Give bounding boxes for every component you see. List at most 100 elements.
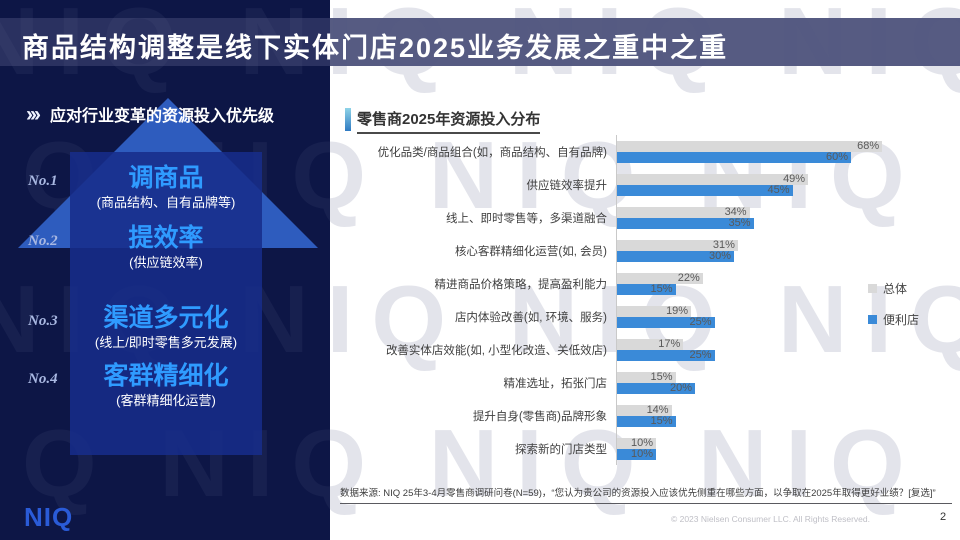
priority-item-4: No.4 客群精细化 (客群精细化运营)	[0, 362, 330, 409]
chart-title-accent-bar	[345, 108, 351, 131]
bar-value-label: 10%	[630, 437, 653, 449]
bar-总体: 15%	[617, 371, 676, 383]
bar-总体: 34%	[617, 206, 750, 218]
bar-总体: 17%	[617, 338, 684, 350]
bar-value-label: 10%	[630, 448, 653, 460]
priority-subtitle: (供应链效率)	[129, 255, 203, 270]
chart-title: 零售商2025年资源投入分布	[357, 108, 541, 134]
category-label: 探索新的门店类型	[515, 443, 607, 456]
bar-area: 22% 15%	[616, 267, 952, 300]
priority-rank: No.4	[28, 371, 58, 387]
priority-rank: No.3	[28, 313, 58, 329]
source-note: 数据来源: NIQ 25年3-4月零售商调研问卷(N=59)，“您认为贵公司的资…	[340, 488, 936, 499]
bar-总体: 10%	[617, 437, 656, 449]
bar-便利店: 30%	[617, 250, 734, 262]
category-label: 店内体验改善(如, 环境、服务)	[454, 311, 607, 324]
priority-subtitle: (线上/即时零售多元发展)	[94, 335, 238, 350]
priority-title: 渠道多元化	[103, 304, 229, 332]
legend-label: 便利店	[883, 313, 920, 327]
bar-便利店: 20%	[617, 382, 695, 394]
bar-便利店: 15%	[617, 283, 676, 295]
page-number: 2	[940, 511, 947, 523]
bar-总体: 22%	[617, 272, 703, 284]
legend-item-总体: 总体	[868, 280, 919, 297]
category-label: 精准选址，拓张门店	[503, 377, 608, 390]
priority-item-1: No.1 调商品 (商品结构、自有品牌等)	[0, 164, 330, 211]
bar-value-label: 25%	[689, 349, 712, 361]
category-label: 优化品类/商品组合(如，商品结构、自有品牌)	[377, 146, 607, 159]
priority-rank: No.2	[28, 233, 58, 249]
bar-area: 34% 35%	[616, 201, 952, 234]
priority-subtitle: (客群精细化运营)	[116, 393, 216, 408]
bar-value-label: 31%	[712, 239, 735, 251]
legend-marker	[868, 284, 877, 293]
bar-总体: 14%	[617, 404, 672, 416]
title-bar	[0, 18, 960, 66]
priority-arrow-body	[70, 152, 262, 455]
bar-area: 10% 10%	[616, 432, 952, 465]
bar-value-label: 45%	[767, 184, 790, 196]
bar-value-label: 15%	[650, 415, 673, 427]
chart-row: 改善实体店效能(如, 小型化改造、关低效店) 17% 25%	[340, 333, 952, 366]
bar-area: 49% 45%	[616, 168, 952, 201]
sidebar-header-label: 应对行业变革的资源投入优先级	[49, 108, 274, 125]
bar-总体: 31%	[617, 239, 738, 251]
chart-row: 探索新的门店类型 10% 10%	[340, 432, 952, 465]
bar-便利店: 25%	[617, 349, 715, 361]
chart-row: 线上、即时零售等，多渠道融合 34% 35%	[340, 201, 952, 234]
sidebar-header: ››› 应对行业变革的资源投入优先级	[26, 102, 274, 126]
bar-value-label: 35%	[728, 217, 751, 229]
footer-divider	[340, 503, 952, 504]
chart-row: 精准选址，拓张门店 15% 20%	[340, 366, 952, 399]
bar-value-label: 30%	[708, 250, 731, 262]
priority-rank: No.1	[28, 173, 58, 189]
chart-legend: 总体 便利店	[868, 280, 919, 328]
legend-marker	[868, 315, 877, 324]
chart-row: 核心客群精细化运营(如, 会员) 31% 30%	[340, 234, 952, 267]
category-label: 精进商品价格策略，提高盈利能力	[434, 278, 608, 291]
bar-area: 17% 25%	[616, 333, 952, 366]
bar-area: 15% 20%	[616, 366, 952, 399]
chart-row: 提升自身(零售商)品牌形象 14% 15%	[340, 399, 952, 432]
bar-便利店: 60%	[617, 151, 851, 163]
copyright-note: © 2023 Nielsen Consumer LLC. All Rights …	[670, 514, 870, 524]
bar-总体: 19%	[617, 305, 692, 317]
priority-title: 提效率	[128, 224, 204, 252]
category-label: 供应链效率提升	[526, 179, 608, 192]
chart-rows: 优化品类/商品组合(如，商品结构、自有品牌) 68% 60% 供应链效率提升 49% 45…	[340, 135, 952, 465]
bar-area: 31% 30%	[616, 234, 952, 267]
legend-item-便利店: 便利店	[868, 311, 919, 328]
bar-便利店: 15%	[617, 415, 676, 427]
slide-title: 商品结构调整是线下实体门店2025业务发展之重中之重	[22, 33, 729, 63]
bar-value-label: 20%	[669, 382, 692, 394]
chart-header: 零售商2025年资源投入分布	[345, 108, 541, 134]
category-label: 线上、即时零售等，多渠道融合	[446, 212, 607, 225]
bar-value-label: 60%	[825, 151, 848, 163]
bar-value-label: 25%	[689, 316, 712, 328]
bar-area: 19% 25%	[616, 300, 952, 333]
category-label: 核心客群精细化运营(如, 会员)	[454, 245, 607, 258]
legend-label: 总体	[883, 282, 908, 296]
chart-row: 店内体验改善(如, 环境、服务) 19% 25%	[340, 300, 952, 333]
bar-value-label: 68%	[857, 140, 880, 152]
triple-chevron-icon: ›››	[26, 102, 41, 126]
bar-便利店: 25%	[617, 316, 715, 328]
niq-logo: NIQ	[24, 502, 74, 532]
priority-title: 调商品	[128, 164, 204, 192]
bar-总体: 49%	[617, 173, 809, 185]
category-label: 改善实体店效能(如, 小型化改造、关低效店)	[385, 344, 607, 357]
bar-value-label: 15%	[650, 283, 673, 295]
bar-value-label: 15%	[650, 371, 673, 383]
bar-value-label: 49%	[783, 173, 806, 185]
bar-value-label: 34%	[724, 206, 747, 218]
bar-value-label: 14%	[646, 404, 669, 416]
priority-item-3: No.3 渠道多元化 (线上/即时零售多元发展)	[0, 304, 330, 351]
category-label: 提升自身(零售商)品牌形象	[472, 410, 607, 423]
bar-总体: 68%	[617, 140, 883, 152]
priority-item-2: No.2 提效率 (供应链效率)	[0, 224, 330, 271]
bar-便利店: 10%	[617, 448, 656, 460]
priority-subtitle: (商品结构、自有品牌等)	[96, 195, 236, 210]
chart-row: 优化品类/商品组合(如，商品结构、自有品牌) 68% 60%	[340, 135, 952, 168]
priority-title: 客群精细化	[103, 362, 229, 390]
